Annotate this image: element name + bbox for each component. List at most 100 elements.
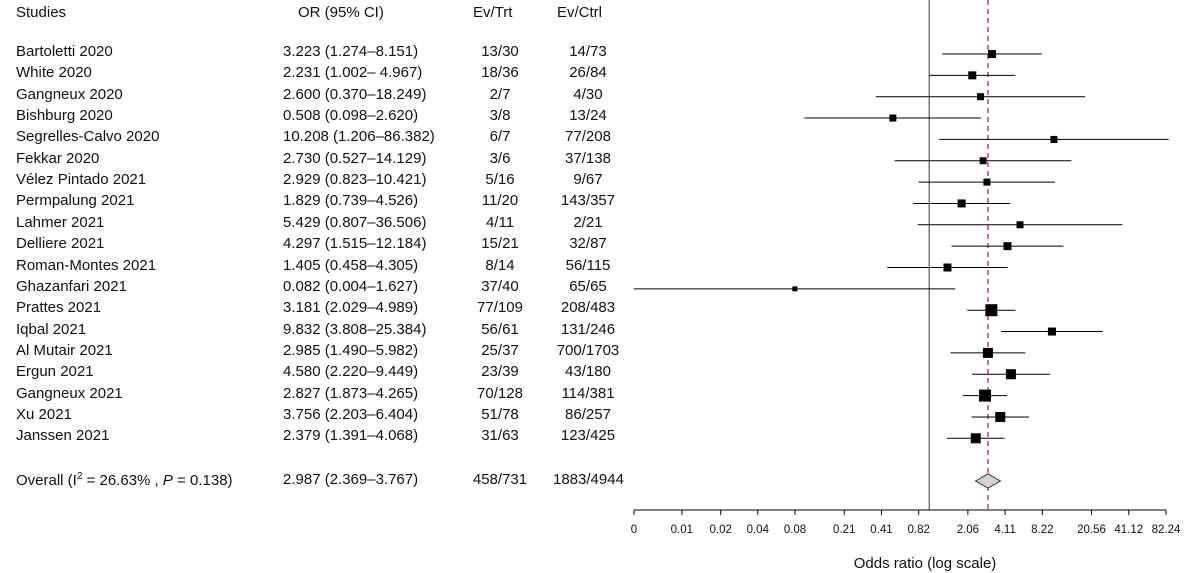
or-value: 4.297 (1.515–12.184) xyxy=(283,235,427,253)
ev-ctrl: 26/84 xyxy=(569,64,607,82)
overall-row: Overall (I2 = 26.63% , P = 0.138) 2.987 … xyxy=(0,471,640,492)
ev-trt: 70/128 xyxy=(477,384,523,402)
x-tick-label: 0.41 xyxy=(870,524,892,536)
ev-trt: 8/14 xyxy=(485,256,515,274)
table-row: Segrelles-Calvo 2020 10.208 (1.206–86.382… xyxy=(0,128,640,149)
table-row: Gangneux 2020 2.600 (0.370–18.249) 2/7 4/30 xyxy=(0,86,640,107)
study-marker xyxy=(1003,242,1012,251)
ev-trt: 3/8 xyxy=(489,107,511,125)
study-name: Gangneux 2020 xyxy=(16,85,123,103)
x-tick-label: 4.11 xyxy=(994,524,1016,536)
x-tick-label: 0 xyxy=(631,524,637,536)
or-value: 1.405 (0.458–4.305) xyxy=(283,256,419,274)
table-row: Lahmer 2021 5.429 (0.807–36.506) 4/11 2/21 xyxy=(0,214,640,235)
ev-trt: 2/7 xyxy=(489,85,511,103)
table-row: Al Mutair 2021 2.985 (1.490–5.982) 25/37 70… xyxy=(0,342,640,363)
or-value: 10.208 (1.206–86.382) xyxy=(283,128,435,146)
study-name: Iqbal 2021 xyxy=(16,320,87,338)
study-marker xyxy=(983,178,991,186)
ev-ctrl: 114/381 xyxy=(561,384,615,402)
study-marker xyxy=(995,411,1006,422)
ev-ctrl: 131/246 xyxy=(560,320,616,338)
ev-ctrl: 65/65 xyxy=(569,277,607,295)
x-tick-label: 8.22 xyxy=(1031,524,1053,536)
study-name: Vélez Pintado 2021 xyxy=(16,171,147,189)
or-value: 2.985 (1.490–5.982) xyxy=(283,341,419,359)
study-marker xyxy=(982,347,993,358)
or-value: 5.429 (0.807–36.506) xyxy=(283,213,427,231)
or-value: 2.929 (0.823–10.421) xyxy=(283,171,427,189)
x-tick-label: 0.08 xyxy=(784,524,806,536)
header-ctrl: Ev/Ctrl xyxy=(557,4,602,21)
x-tick-label: 20.56 xyxy=(1077,524,1106,536)
ev-trt: 37/40 xyxy=(481,277,519,295)
study-name: Roman-Montes 2021 xyxy=(16,256,157,274)
ev-trt: 23/39 xyxy=(481,363,519,381)
ev-ctrl: 14/73 xyxy=(569,43,607,60)
table-row: Roman-Montes 2021 1.405 (0.458–4.305) 8/14… xyxy=(0,257,640,278)
table-row: Xu 2021 3.756 (2.203–6.404) 51/78 86/257 xyxy=(0,406,640,427)
ev-ctrl: 700/1703 xyxy=(556,341,620,359)
overall-label: Overall (I2 = 26.63% , P = 0.138) xyxy=(16,471,233,489)
study-marker xyxy=(977,93,985,101)
ev-trt: 77/109 xyxy=(477,299,523,317)
study-name: Fekkar 2020 xyxy=(16,149,100,167)
header-studies: Studies xyxy=(16,4,67,21)
x-tick-label: 2.06 xyxy=(957,524,979,536)
ev-trt: 5/16 xyxy=(485,171,515,189)
or-value: 2.730 (0.527–14.129) xyxy=(283,149,427,167)
table-row: Fekkar 2020 2.730 (0.527–14.129) 3/6 37/138 xyxy=(0,150,640,171)
study-name: Ergun 2021 xyxy=(16,363,94,381)
or-value: 2.600 (0.370–18.249) xyxy=(283,85,427,103)
ev-ctrl: 43/180 xyxy=(565,363,611,381)
study-name: Prattes 2021 xyxy=(16,299,102,317)
or-value: 2.379 (1.391–4.068) xyxy=(283,427,419,445)
x-tick-label: 82.24 xyxy=(1152,524,1181,536)
x-tick-label: 0.21 xyxy=(833,524,855,536)
study-marker xyxy=(968,71,977,80)
table-row: Vélez Pintado 2021 2.929 (0.823–10.421) 5/… xyxy=(0,171,640,192)
ev-ctrl: 208/483 xyxy=(560,299,616,317)
study-name: Bartoletti 2020 xyxy=(16,43,113,60)
study-name: Permpalung 2021 xyxy=(16,192,135,210)
or-value: 0.082 (0.004–1.627) xyxy=(283,277,419,295)
study-name: Xu 2021 xyxy=(16,405,72,423)
table-row: Prattes 2021 3.181 (2.029–4.989) 77/109 208… xyxy=(0,299,640,320)
table-row: Permpalung 2021 1.829 (0.739–4.526) 11/20 1… xyxy=(0,192,640,213)
overall-ctrl: 1883/4944 xyxy=(553,471,624,488)
ev-ctrl: 9/67 xyxy=(573,171,603,189)
or-value: 2.827 (1.873–4.265) xyxy=(283,384,419,402)
ev-ctrl: 86/257 xyxy=(565,405,611,423)
overall-diamond xyxy=(974,473,1002,489)
study-marker xyxy=(1047,327,1056,336)
study-marker xyxy=(985,304,998,317)
study-name: Segrelles-Calvo 2020 xyxy=(16,128,160,146)
table-row: Delliere 2021 4.297 (1.515–12.184) 15/21 32… xyxy=(0,235,640,256)
x-tick-label: 0.01 xyxy=(671,524,693,536)
ev-ctrl: 123/425 xyxy=(560,427,616,445)
or-value: 3.223 (1.274–8.151) xyxy=(283,43,419,60)
study-marker xyxy=(979,157,987,165)
table-row: Janssen 2021 2.379 (1.391–4.068) 31/63 123/… xyxy=(0,427,640,448)
ev-trt: 13/30 xyxy=(481,43,519,60)
ev-ctrl: 13/24 xyxy=(569,107,607,125)
ev-ctrl: 77/208 xyxy=(565,128,611,146)
study-name: Al Mutair 2021 xyxy=(16,341,113,359)
study-marker xyxy=(957,199,966,208)
study-name: Bishburg 2020 xyxy=(16,107,113,125)
ev-ctrl: 37/138 xyxy=(565,149,611,167)
study-marker xyxy=(792,286,798,292)
study-marker xyxy=(978,389,991,402)
table-row: Gangneux 2021 2.827 (1.873–4.265) 70/128 11… xyxy=(0,385,640,406)
or-value: 1.829 (0.739–4.526) xyxy=(283,192,419,210)
study-marker xyxy=(988,50,997,58)
study-marker xyxy=(1050,135,1058,143)
study-marker xyxy=(1005,369,1016,380)
table-row: White 2020 2.231 (1.002– 4.967) 18/36 26/84 xyxy=(0,64,640,85)
ev-ctrl: 4/30 xyxy=(573,85,603,103)
overall-trt: 458/731 xyxy=(472,471,528,488)
study-marker xyxy=(889,114,897,122)
study-name: Janssen 2021 xyxy=(16,427,110,445)
ev-trt: 11/20 xyxy=(481,192,519,210)
study-marker xyxy=(943,263,952,272)
